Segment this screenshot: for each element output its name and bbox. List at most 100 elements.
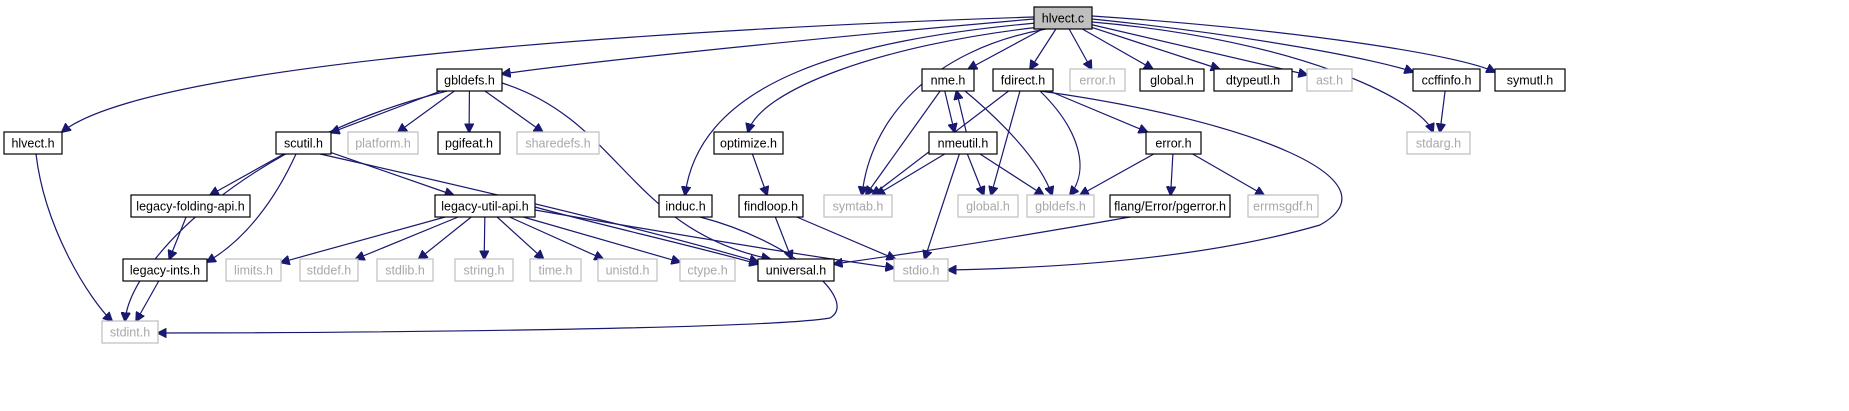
graph-node-optimize-h[interactable]: optimize.h: [713, 131, 784, 155]
node-label: hlvect.h: [11, 137, 54, 151]
node-box: [436, 68, 503, 92]
node-label: errmsgdf.h: [1253, 200, 1313, 214]
edge-nme_h-to-nmeutil_h: [944, 90, 955, 132]
edge-gbldefs_h-to-universal_h: [501, 82, 770, 259]
edge-fdirect_h-to-stdio_h: [948, 90, 1343, 270]
node-label: legacy-util-api.h: [441, 200, 529, 214]
edge-fdirect_h-to-error_h: [1049, 90, 1147, 132]
edge-hlvect_c-to-symutl_h: [1091, 15, 1495, 72]
node-label: gbldefs.h: [444, 74, 495, 88]
node-label: scutil.h: [284, 137, 323, 151]
edge-error_h-to-errmsgdf_h: [1192, 153, 1264, 195]
node-box: [1033, 6, 1093, 30]
node-box: [1494, 68, 1566, 92]
node-box: [738, 194, 804, 218]
node-box: [122, 258, 208, 282]
graph-node-pgifeat-h[interactable]: pgifeat.h: [437, 131, 501, 155]
edge-nmeutil_h-to-global_h: [966, 153, 983, 195]
node-label: stddef.h: [307, 264, 352, 278]
edge-nme_h-to-gbldefs_h_ext: [964, 90, 1052, 195]
node-label: string.h: [464, 264, 505, 278]
edge-legacy_folding_api_h-to-legacy_ints_h: [169, 216, 187, 259]
edge-fdirect_h-to-global_h: [991, 90, 1021, 195]
node-box: [1406, 131, 1471, 155]
node-box: [299, 258, 359, 282]
node-box: [101, 320, 159, 344]
node-box: [516, 131, 600, 155]
graph-node-legacy-ints-h[interactable]: legacy-ints.h: [122, 258, 208, 282]
node-box: [347, 131, 419, 155]
graph-node-global-h-top[interactable]: global.h: [1139, 68, 1205, 92]
node-box: [1109, 194, 1231, 218]
node-box: [437, 131, 501, 155]
graph-node-induc-h[interactable]: induc.h: [658, 194, 713, 218]
graph-node-stdint-h: stdint.h: [101, 320, 159, 344]
edge-gbldefs_h-to-sharedefs_h: [484, 90, 543, 132]
edge-scutil_h-to-universal_h: [319, 153, 758, 262]
node-label: fdirect.h: [1001, 74, 1046, 88]
edge-hlvect_c-to-symtab_h: [862, 28, 1047, 195]
graph-node-hlvect-c[interactable]: hlvect.c: [1033, 6, 1093, 30]
node-label: symtab.h: [833, 200, 884, 214]
node-label: sharedefs.h: [525, 137, 590, 151]
graph-node-legacy-util-api-h[interactable]: legacy-util-api.h: [434, 194, 536, 218]
node-box: [434, 194, 536, 218]
node-label: ccffinfo.h: [1422, 74, 1472, 88]
node-label: unistd.h: [606, 264, 650, 278]
graph-node-ccffinfo-h[interactable]: ccffinfo.h: [1412, 68, 1481, 92]
edge-nmeutil_h-to-gbldefs_h_ext: [979, 153, 1043, 195]
node-label: platform.h: [355, 137, 411, 151]
node-box: [275, 131, 332, 155]
edge-nmeutil_h-to-stdio_h: [925, 153, 960, 259]
graph-node-hlvect-h[interactable]: hlvect.h: [3, 131, 63, 155]
node-label: dtypeutl.h: [1226, 74, 1280, 88]
graph-node-dtypeutl-h[interactable]: dtypeutl.h: [1213, 68, 1293, 92]
graph-node-symutl-h[interactable]: symutl.h: [1494, 68, 1566, 92]
edge-scutil_h-to-legacy_ints_h: [207, 153, 297, 262]
node-label: hlvect.c: [1042, 12, 1084, 26]
graph-node-unistd-h: unistd.h: [597, 258, 658, 282]
graph-node-gbldefs-h-ext: gbldefs.h: [1026, 194, 1095, 218]
node-label: time.h: [538, 264, 572, 278]
graph-node-nme-h[interactable]: nme.h: [921, 68, 975, 92]
node-box: [454, 258, 514, 282]
graph-node-nmeutil-h[interactable]: nmeutil.h: [928, 131, 998, 155]
graph-node-global-h: global.h: [957, 194, 1019, 218]
node-label: nmeutil.h: [938, 137, 989, 151]
node-box: [928, 131, 998, 155]
graph-node-stdlib-h: stdlib.h: [376, 258, 434, 282]
node-label: stdarg.h: [1416, 137, 1461, 151]
graph-node-error-h[interactable]: error.h: [1145, 131, 1202, 155]
graph-node-findloop-h[interactable]: findloop.h: [738, 194, 804, 218]
node-label: ast.h: [1316, 74, 1343, 88]
edge-scutil_h-to-legacy_folding_api_h: [210, 153, 285, 195]
node-label: findloop.h: [744, 200, 798, 214]
graph-node-pgerror-h[interactable]: flang/Error/pgerror.h: [1109, 194, 1231, 218]
node-label: global.h: [1150, 74, 1194, 88]
edge-nmeutil_h-to-symtab_h: [876, 153, 945, 195]
graph-node-sharedefs-h: sharedefs.h: [516, 131, 600, 155]
node-label: limits.h: [234, 264, 273, 278]
node-label: stdio.h: [903, 264, 940, 278]
edge-hlvect_c-to-error_h_top: [1068, 28, 1091, 69]
edge-pgerror_h-to-universal_h: [834, 216, 1131, 264]
graph-node-legacy-folding-api-h[interactable]: legacy-folding-api.h: [130, 194, 251, 218]
graph-node-stdarg-h: stdarg.h: [1406, 131, 1471, 155]
graph-node-fdirect-h[interactable]: fdirect.h: [992, 68, 1054, 92]
node-box: [992, 68, 1054, 92]
graph-node-errmsgdf-h: errmsgdf.h: [1247, 194, 1319, 218]
graph-node-gbldefs-h[interactable]: gbldefs.h: [436, 68, 503, 92]
node-box: [957, 194, 1019, 218]
graph-node-universal-h[interactable]: universal.h: [757, 258, 835, 282]
edge-legacy_util_api_h-to-unistd_h: [509, 216, 603, 259]
edge-legacy_util_api_h-to-string_h: [484, 216, 485, 259]
graph-node-string-h: string.h: [454, 258, 514, 282]
edge-hlvect_c-to-fdirect_h: [1030, 28, 1057, 69]
node-box: [757, 258, 835, 282]
edge-hlvect_c-to-dtypeutl_h: [1091, 26, 1219, 69]
graph-node-scutil-h[interactable]: scutil.h: [275, 131, 332, 155]
edge-findloop_h-to-stdio_h: [796, 216, 895, 259]
node-box: [1306, 68, 1353, 92]
edge-scutil_h-to-legacy_util_api_h: [330, 151, 453, 195]
